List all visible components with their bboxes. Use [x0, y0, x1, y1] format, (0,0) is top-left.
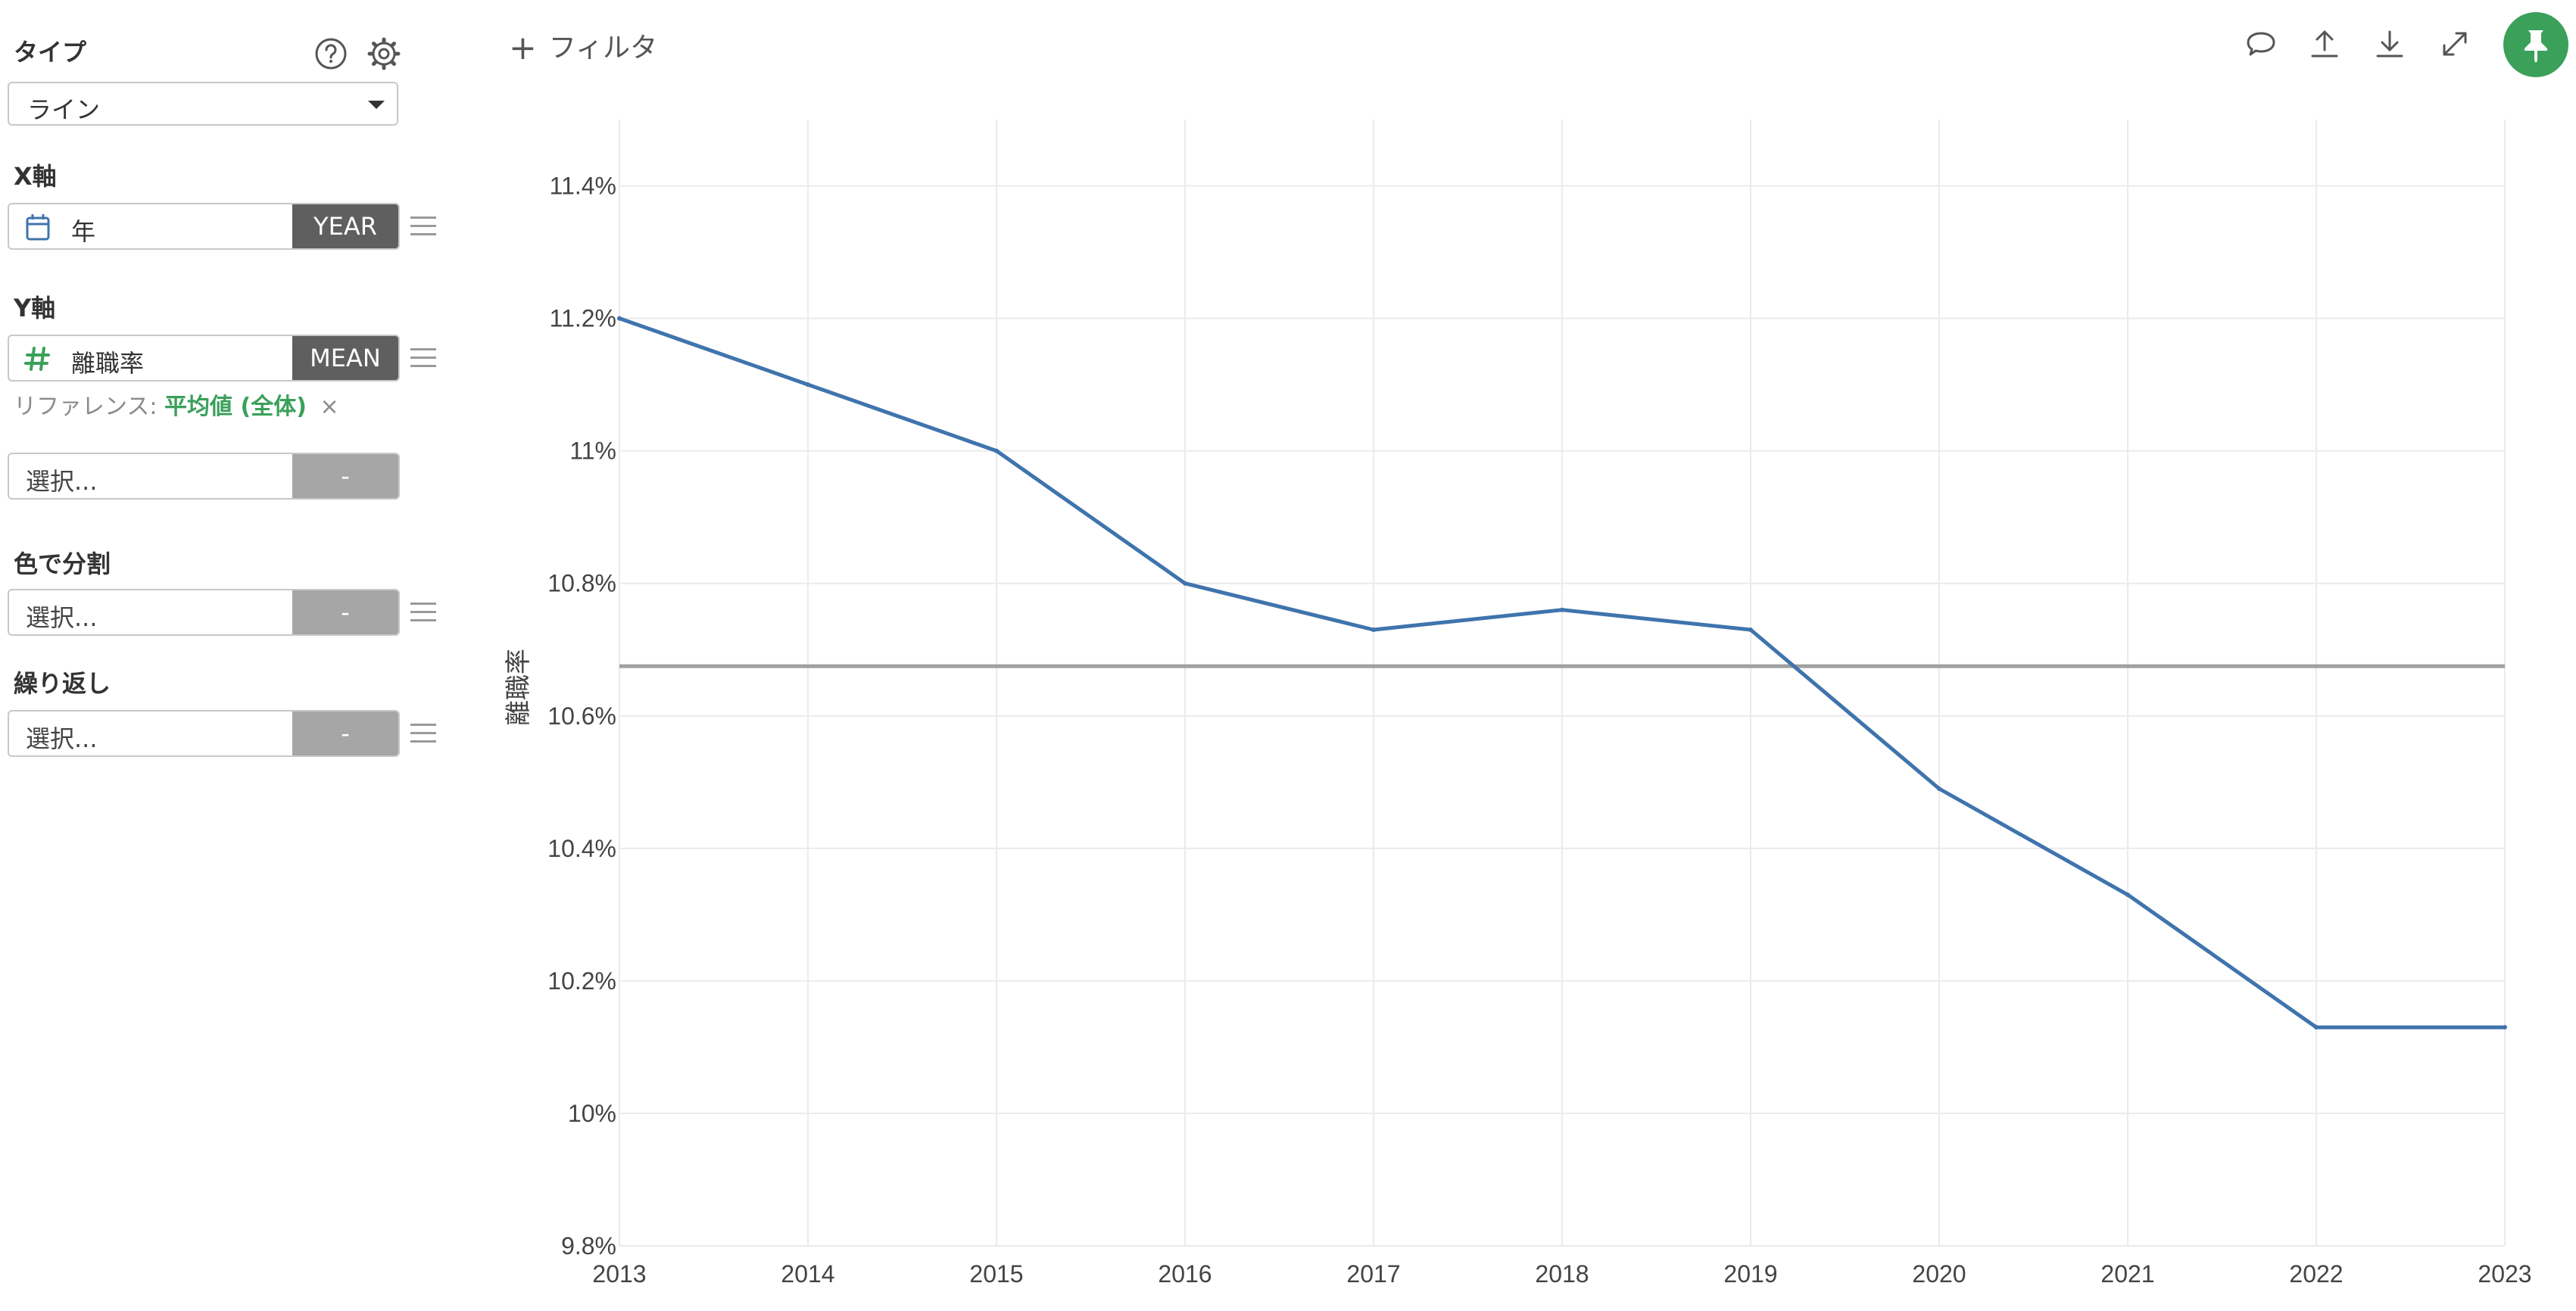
- hash-icon: [24, 347, 50, 371]
- y-tick-label: 9.8%: [561, 1232, 616, 1260]
- chart-type-value: ライン: [27, 95, 101, 124]
- comment-icon[interactable]: [2244, 27, 2278, 61]
- x-axis-aggregation-button[interactable]: YEAR: [292, 204, 398, 248]
- x-tick-label: 2013: [592, 1260, 646, 1288]
- y-axis-field[interactable]: 離職率 MEAN: [8, 335, 400, 381]
- reference-prefix: リファレンス:: [14, 394, 157, 420]
- pin-icon: [2525, 30, 2547, 63]
- repeat-aggregation-button[interactable]: -: [292, 712, 398, 755]
- repeat-label: 繰り返し: [14, 669, 111, 698]
- grid-lines: [619, 120, 2506, 1247]
- x-axis-label: X軸: [14, 162, 57, 191]
- x-tick-label: 2016: [1158, 1260, 1212, 1288]
- y-tick-label: 11%: [569, 438, 616, 465]
- x-tick-label: 2023: [2478, 1260, 2531, 1288]
- data-point: [806, 382, 810, 388]
- repeat-field[interactable]: 選択... -: [8, 710, 400, 757]
- data-point: [1748, 627, 1753, 632]
- series-layer: [617, 316, 2507, 1030]
- reference-line-setting: リファレンス: 平均値 (全体) ×: [14, 388, 339, 421]
- y-tick-labels: 9.8% 10% 10.2% 10.4% 10.6% 10.8% 11% 11.2% 11.4%: [547, 173, 616, 1260]
- data-point: [2125, 892, 2130, 898]
- data-point: [1183, 581, 1187, 586]
- calendar-icon: [26, 214, 50, 241]
- extra-select-placeholder: 選択...: [26, 467, 98, 496]
- x-axis-field[interactable]: 年 YEAR: [8, 203, 400, 250]
- add-filter-label: フィルタ: [548, 33, 658, 64]
- expand-icon[interactable]: [2438, 27, 2472, 61]
- y-tick-label: 10.6%: [547, 702, 616, 730]
- x-tick-label: 2020: [1912, 1260, 1966, 1288]
- y-tick-label: 10.4%: [547, 835, 616, 862]
- chart-settings-panel: タイプ ライン X軸 年 YEAR Y軸: [0, 0, 454, 1311]
- x-tick-label: 2015: [969, 1260, 1023, 1288]
- x-axis-field-name: 年: [71, 217, 96, 246]
- plus-icon: +: [509, 29, 537, 67]
- x-axis-menu-icon[interactable]: [410, 216, 436, 236]
- y-tick-label: 10%: [568, 1100, 616, 1127]
- chevron-down-icon: [368, 101, 385, 109]
- x-tick-label: 2017: [1346, 1260, 1400, 1288]
- extra-select-aggregation-button[interactable]: -: [292, 454, 398, 498]
- data-point: [617, 316, 622, 321]
- reference-value-link[interactable]: 平均値 (全体): [164, 394, 307, 420]
- reference-remove-icon[interactable]: ×: [320, 394, 339, 420]
- chart-type-select[interactable]: ライン: [8, 82, 398, 126]
- pin-button[interactable]: [2503, 12, 2568, 77]
- y-axis-menu-icon[interactable]: [410, 348, 436, 368]
- y-tick-label: 10.2%: [547, 967, 616, 995]
- y-axis-field-name: 離職率: [71, 349, 145, 378]
- data-point: [1371, 627, 1376, 632]
- color-split-menu-icon[interactable]: [410, 603, 436, 622]
- repeat-menu-icon[interactable]: [410, 724, 436, 743]
- y-axis-aggregation-button[interactable]: MEAN: [292, 336, 398, 380]
- gear-icon[interactable]: [366, 36, 401, 71]
- data-point: [1560, 607, 1564, 612]
- color-split-label: 色で分割: [14, 550, 111, 578]
- y-tick-label: 11.2%: [550, 305, 616, 332]
- x-tick-label: 2019: [1723, 1260, 1777, 1288]
- x-tick-label: 2021: [2100, 1260, 2154, 1288]
- x-tick-label: 2014: [781, 1260, 834, 1288]
- x-tick-label: 2022: [2289, 1260, 2343, 1288]
- y-axis-label: Y軸: [14, 294, 56, 322]
- data-point: [2503, 1025, 2507, 1030]
- data-point: [1937, 786, 1941, 792]
- x-tick-labels: 2013 2014 2015 2016 2017 2018 2019 2020 2021 2022…: [592, 1260, 2531, 1288]
- data-point: [2314, 1025, 2319, 1030]
- extra-select-field[interactable]: 選択... -: [8, 453, 400, 500]
- y-axis-title: 離職率: [504, 649, 534, 726]
- add-filter-button[interactable]: + フィルタ: [509, 26, 657, 67]
- y-tick-label: 11.4%: [550, 173, 616, 200]
- help-icon[interactable]: [313, 36, 348, 71]
- x-tick-label: 2018: [1535, 1260, 1589, 1288]
- data-point: [994, 448, 999, 453]
- upload-icon[interactable]: [2308, 27, 2341, 61]
- type-label: タイプ: [14, 38, 87, 67]
- repeat-placeholder: 選択...: [26, 724, 98, 753]
- color-split-aggregation-button[interactable]: -: [292, 590, 398, 634]
- download-icon[interactable]: [2373, 27, 2406, 61]
- y-tick-label: 10.8%: [547, 570, 616, 597]
- color-split-placeholder: 選択...: [26, 603, 98, 632]
- color-split-field[interactable]: 選択... -: [8, 589, 400, 636]
